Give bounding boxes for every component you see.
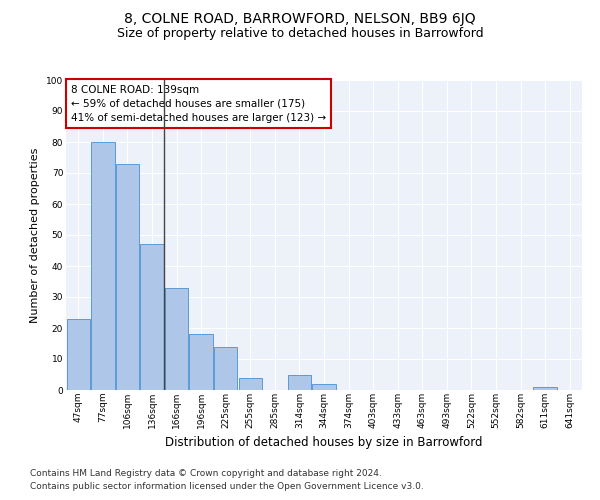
Bar [533,387,557,390]
Bar [116,164,139,390]
Bar [214,346,238,390]
Bar [288,374,311,390]
X-axis label: Distribution of detached houses by size in Barrowford: Distribution of detached houses by size … [165,436,483,449]
Bar [91,142,115,390]
Bar [239,378,262,390]
Text: Size of property relative to detached houses in Barrowford: Size of property relative to detached ho… [116,28,484,40]
Bar [67,318,90,390]
Text: Contains HM Land Registry data © Crown copyright and database right 2024.: Contains HM Land Registry data © Crown c… [30,468,382,477]
Bar [190,334,213,390]
Bar [165,288,188,390]
Bar [313,384,335,390]
Text: 8, COLNE ROAD, BARROWFORD, NELSON, BB9 6JQ: 8, COLNE ROAD, BARROWFORD, NELSON, BB9 6… [124,12,476,26]
Y-axis label: Number of detached properties: Number of detached properties [31,148,40,322]
Bar [140,244,164,390]
Text: 8 COLNE ROAD: 139sqm
← 59% of detached houses are smaller (175)
41% of semi-deta: 8 COLNE ROAD: 139sqm ← 59% of detached h… [71,84,326,122]
Text: Contains public sector information licensed under the Open Government Licence v3: Contains public sector information licen… [30,482,424,491]
